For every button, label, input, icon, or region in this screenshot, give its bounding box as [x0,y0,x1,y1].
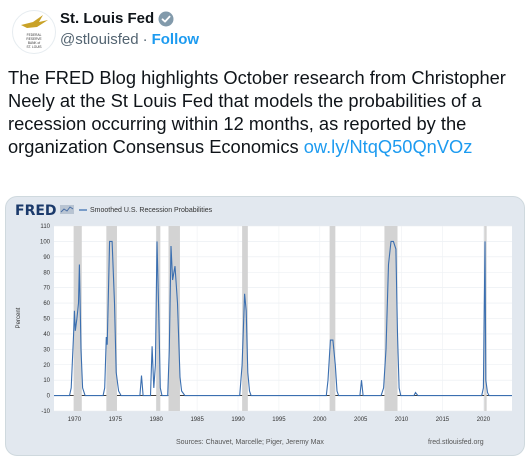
y-tick-label: 60 [43,301,50,307]
x-tick-label: 2020 [477,417,491,423]
x-tick-label: 2005 [354,417,368,423]
tweet-link[interactable]: ow.ly/NtqQ50QnVOz [303,136,473,157]
x-tick-label: 1985 [190,417,204,423]
recession-shade [384,226,398,411]
recession-shade [106,226,117,411]
y-tick-label: 90 [43,255,50,261]
eagle-logo-icon: FEDERAL RESERVE BANK of ST. LOUIS [21,15,48,49]
y-tick-label: 20 [43,363,50,369]
y-axis-label: Percent [16,307,22,328]
recession-shade [156,226,161,411]
x-tick-label: 2015 [436,417,450,423]
tweet-body: The FRED Blog highlights October researc… [8,66,520,158]
avatar[interactable]: FEDERAL RESERVE BANK of ST. LOUIS [12,10,56,54]
recession-shade [168,226,180,411]
x-tick-label: 2010 [395,417,409,423]
y-tick-label: 30 [43,347,50,353]
y-tick-label: 0 [47,394,51,400]
x-tick-label: 1970 [68,417,82,423]
fred-logo: FRED [15,203,57,219]
author-handle[interactable]: @stlouisfed [60,31,139,48]
recession-probability-chart: FRED Smoothed U.S. Recession Probabiliti… [15,203,512,446]
name-row: St. Louis Fed [60,10,174,27]
x-tick-label: 1990 [231,417,245,423]
avatar-text-line: BANK of [28,41,40,45]
y-tick-label: 50 [43,317,50,323]
series-line [54,240,512,397]
y-tick-label: 80 [43,270,50,276]
avatar-text-line: FEDERAL [27,33,42,37]
x-tick-label: 1995 [272,417,286,423]
avatar-text-line: ST. LOUIS [26,45,41,49]
tweet-header: FEDERAL RESERVE BANK of ST. LOUIS St. Lo… [8,6,520,58]
recession-shade [242,226,248,411]
recession-shade [329,226,336,411]
legend-label: Smoothed U.S. Recession Probabilities [90,207,213,214]
x-tick-label: 2000 [313,417,327,423]
y-tick-label: 110 [40,224,50,230]
y-tick-label: 10 [43,378,50,384]
separator-dot: · [142,31,148,48]
author-name[interactable]: St. Louis Fed [60,10,155,27]
y-tick-label: -10 [41,409,50,415]
x-tick-label: 1975 [109,417,123,423]
follow-button[interactable]: Follow [151,31,200,48]
handle-row: @stlouisfed · Follow [60,31,199,48]
chart-image-card[interactable]: FRED Smoothed U.S. Recession Probabiliti… [5,196,525,456]
tweet-text: The FRED Blog highlights October researc… [8,67,506,157]
x-tick-label: 1980 [150,417,164,423]
y-tick-label: 40 [43,332,50,338]
site-url: fred.stlouisfed.org [428,439,484,446]
source-note: Sources: Chauvet, Marcelle; Piger, Jerem… [176,439,324,446]
avatar-text-line: RESERVE [26,37,41,41]
y-tick-label: 100 [40,239,51,245]
y-tick-label: 70 [43,286,50,292]
recession-shade [73,226,82,411]
verified-badge-icon [158,11,174,27]
fred-logo-icon [60,205,74,214]
